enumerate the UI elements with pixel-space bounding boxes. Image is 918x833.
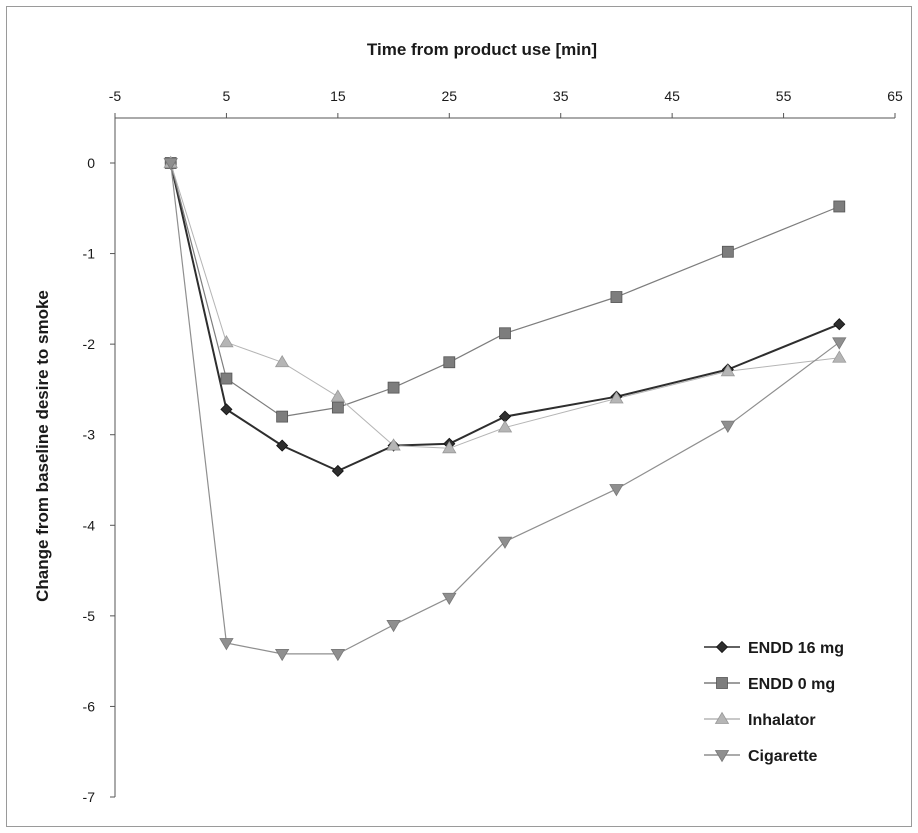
y-tick-label: -2 [83,336,96,352]
data-point-endd-0-mg [721,245,734,258]
y-tick-label: -1 [83,246,96,262]
x-tick-label: 45 [664,88,680,104]
data-point-endd-16-mg [276,439,289,452]
data-point-inhalator [442,441,457,454]
data-point-endd-16-mg [833,318,846,331]
series-line-inhalator [170,162,840,449]
x-tick-label: 5 [223,88,231,104]
data-point-cigarette [832,337,847,350]
data-point-inhalator [497,420,513,433]
y-tick-label: -5 [83,608,96,624]
data-point-endd-0-mg [610,291,623,303]
chart-frame [6,6,912,827]
x-axis-title: Time from product use [min] [367,40,597,59]
data-point-cigarette [330,648,346,662]
data-point-endd-16-mg [220,403,233,416]
y-tick-label: -7 [83,789,96,805]
data-point-inhalator [720,364,736,377]
data-point-cigarette [720,420,736,433]
y-tick-label: 0 [87,155,95,171]
data-point-cigarette [163,158,178,171]
data-point-endd-0-mg [499,327,511,340]
y-tick-label: -4 [83,517,96,533]
legend-marker-inhalator [714,711,730,724]
legend: ENDD 16 mg ENDD 0 mg Inhalator Cigarette [704,640,844,765]
series-line-endd-0-mg [170,162,840,418]
data-point-endd-0-mg [443,356,456,369]
data-point-cigarette [386,620,401,633]
legend-label-cigarette: Cigarette [748,748,817,765]
data-point-endd-16-mg [331,464,344,478]
data-point-inhalator [832,350,847,363]
x-tick-label: 35 [553,88,569,104]
series-line-cigarette [170,162,840,655]
legend-marker-endd-0-mg [716,677,728,689]
y-axis-title: Change from baseline desire to smoke [33,290,52,602]
legend-label-endd-0-mg: ENDD 0 mg [748,676,835,693]
data-point-inhalator [386,438,401,451]
data-point-inhalator [274,354,290,368]
x-tick-label: -5 [109,88,122,104]
legend-marker-cigarette [714,750,730,763]
data-point-cigarette [274,648,290,662]
legend-label-inhalator: Inhalator [748,712,816,729]
data-point-cigarette [497,536,513,549]
y-tick-label: -3 [83,427,96,443]
data-point-endd-0-mg [220,372,233,385]
legend-label-endd-16-mg: ENDD 16 mg [748,640,844,657]
x-tick-label: 55 [776,88,792,104]
series-line-endd-16-mg [169,162,840,472]
series-lines [169,162,840,655]
series-markers [163,155,847,662]
y-tick-label: -6 [83,698,96,714]
x-tick-label: 25 [441,88,457,104]
data-point-cigarette [442,592,457,606]
legend-marker-endd-16-mg [715,640,729,654]
data-point-inhalator [609,391,624,404]
data-point-endd-0-mg [331,401,344,414]
x-tick-label: 65 [887,88,903,104]
axes: -5 5 15 25 35 45 55 65 0 -1 -2 -3 -4 -5 -6 -7 [83,88,903,805]
data-point-endd-0-mg [833,200,846,213]
data-point-cigarette [219,638,234,651]
data-point-endd-0-mg [276,410,289,423]
data-point-cigarette [609,484,624,497]
data-point-endd-0-mg [387,381,400,394]
data-point-inhalator [330,389,346,402]
x-tick-label: 15 [330,88,346,104]
data-point-inhalator [219,335,234,348]
